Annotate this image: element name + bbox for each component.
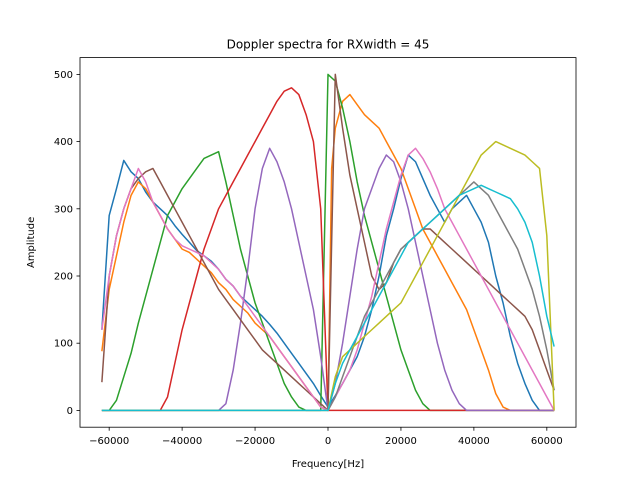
x-axis-label: Frequency[Hz] [292, 459, 364, 470]
y-tick-label: 200 [54, 272, 73, 283]
x-tick-label: −20000 [235, 436, 275, 447]
x-tick-label: 0 [325, 436, 331, 447]
y-tick-label: 500 [54, 70, 73, 81]
series-line-2 [101, 93, 555, 412]
series-line-10 [101, 184, 555, 412]
y-tick-label: 400 [54, 137, 73, 148]
x-tick-label: 40000 [458, 436, 490, 447]
y-axis-label: Amplitude [26, 217, 37, 268]
x-tick-label: −60000 [89, 436, 129, 447]
x-tick-label: 60000 [531, 436, 563, 447]
plot-lines [101, 73, 555, 412]
x-axis: −60000 −40000 −20000 0 20000 40000 60000 [89, 427, 563, 447]
x-tick-label: 20000 [385, 436, 417, 447]
y-tick-label: 0 [67, 406, 73, 417]
y-tick-label: 300 [54, 204, 73, 215]
y-axis: 0 100 200 300 400 500 [54, 70, 80, 417]
chart-title: Doppler spectra for RXwidth = 45 [227, 38, 430, 52]
y-tick-label: 100 [54, 339, 73, 350]
x-tick-label: −40000 [162, 436, 202, 447]
